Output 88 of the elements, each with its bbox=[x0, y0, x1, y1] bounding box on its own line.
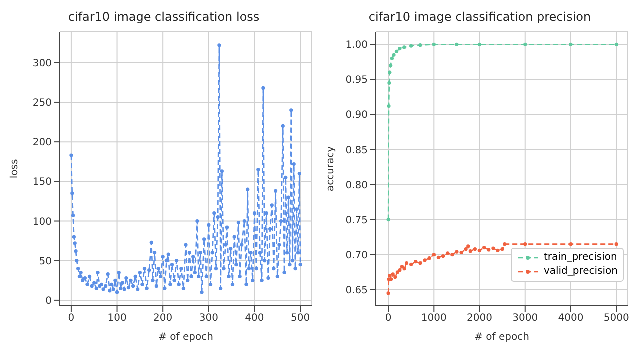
point bbox=[418, 261, 422, 266]
x-tick-label: 300 bbox=[199, 313, 218, 324]
point bbox=[460, 250, 464, 255]
point bbox=[391, 272, 395, 276]
x-tick-label: 4000 bbox=[558, 313, 584, 324]
point bbox=[414, 260, 418, 264]
point bbox=[389, 64, 393, 68]
y-tick-label: 0 bbox=[46, 296, 52, 308]
point bbox=[410, 262, 414, 266]
x-tick-label: 1000 bbox=[421, 313, 447, 324]
point bbox=[455, 250, 459, 254]
point bbox=[524, 242, 528, 246]
point bbox=[614, 42, 618, 46]
y-tick-label: 0.85 bbox=[346, 145, 368, 156]
point bbox=[450, 253, 454, 257]
point bbox=[410, 44, 414, 48]
chart-title: cifar10 image classification precision bbox=[368, 9, 592, 26]
point bbox=[492, 246, 496, 250]
x-axis-title: # of epoch bbox=[474, 332, 530, 343]
point bbox=[392, 53, 396, 57]
point bbox=[400, 264, 404, 269]
x-tick-label: 400 bbox=[245, 313, 264, 324]
point bbox=[388, 81, 392, 85]
y-tick-label: 0.70 bbox=[346, 250, 368, 262]
legend-label: valid_precision bbox=[544, 265, 618, 279]
point bbox=[487, 248, 491, 252]
point bbox=[503, 242, 507, 246]
y-tick-label: 50 bbox=[39, 256, 52, 268]
x-tick-label: 3000 bbox=[512, 313, 538, 324]
y-tick-label: 0.90 bbox=[346, 110, 368, 122]
point bbox=[482, 246, 486, 250]
point bbox=[446, 252, 450, 256]
y-tick-label: 0.95 bbox=[346, 75, 368, 86]
x-tick-label: 200 bbox=[154, 313, 173, 324]
point bbox=[388, 274, 392, 278]
point bbox=[394, 275, 398, 280]
point bbox=[569, 42, 573, 46]
y-tick-label: 250 bbox=[32, 98, 52, 110]
y-tick-label: 150 bbox=[32, 177, 52, 188]
point bbox=[524, 42, 528, 46]
point bbox=[386, 292, 390, 296]
point bbox=[614, 242, 618, 246]
point bbox=[441, 254, 446, 258]
point bbox=[455, 42, 459, 46]
point bbox=[464, 247, 468, 252]
legend-label: train_precision bbox=[544, 251, 618, 265]
point bbox=[500, 247, 504, 252]
point bbox=[402, 46, 406, 50]
x-tick-label: 0 bbox=[68, 313, 75, 324]
point bbox=[496, 248, 500, 252]
point bbox=[418, 44, 422, 48]
y-tick-label: 100 bbox=[32, 216, 52, 228]
x-tick-label: 100 bbox=[108, 313, 127, 324]
y-tick-label: 300 bbox=[32, 58, 52, 70]
chart-title: cifar10 image classification loss bbox=[67, 9, 261, 26]
y-axis-title: accuracy bbox=[326, 146, 337, 192]
x-tick-label: 500 bbox=[291, 313, 310, 324]
point bbox=[423, 258, 427, 262]
y-tick-label: 0.80 bbox=[346, 180, 368, 192]
point bbox=[398, 268, 402, 272]
point bbox=[387, 104, 391, 108]
y-tick-label: 0.65 bbox=[346, 285, 368, 296]
point bbox=[390, 56, 394, 60]
y-tick-label: 200 bbox=[32, 138, 52, 149]
point bbox=[396, 270, 400, 274]
y-tick-label: 0.75 bbox=[346, 215, 368, 226]
point bbox=[386, 218, 390, 222]
point bbox=[466, 244, 470, 248]
point bbox=[388, 70, 392, 74]
point bbox=[398, 47, 402, 51]
point bbox=[404, 261, 409, 266]
point bbox=[468, 250, 472, 254]
x-axis-title: # of epoch bbox=[158, 332, 214, 343]
x-tick-label: 0 bbox=[385, 313, 392, 324]
point bbox=[478, 42, 482, 46]
point bbox=[478, 248, 482, 252]
point bbox=[473, 247, 478, 252]
point bbox=[428, 256, 432, 260]
y-tick-label: 1.00 bbox=[346, 40, 368, 52]
point bbox=[569, 242, 573, 246]
x-tick-label: 2000 bbox=[467, 313, 492, 324]
point bbox=[432, 253, 436, 257]
x-tick-label: 5000 bbox=[604, 313, 630, 324]
point bbox=[436, 256, 441, 260]
point bbox=[432, 42, 436, 46]
point bbox=[394, 50, 399, 54]
point bbox=[402, 267, 406, 271]
y-axis-title: loss bbox=[10, 159, 21, 179]
